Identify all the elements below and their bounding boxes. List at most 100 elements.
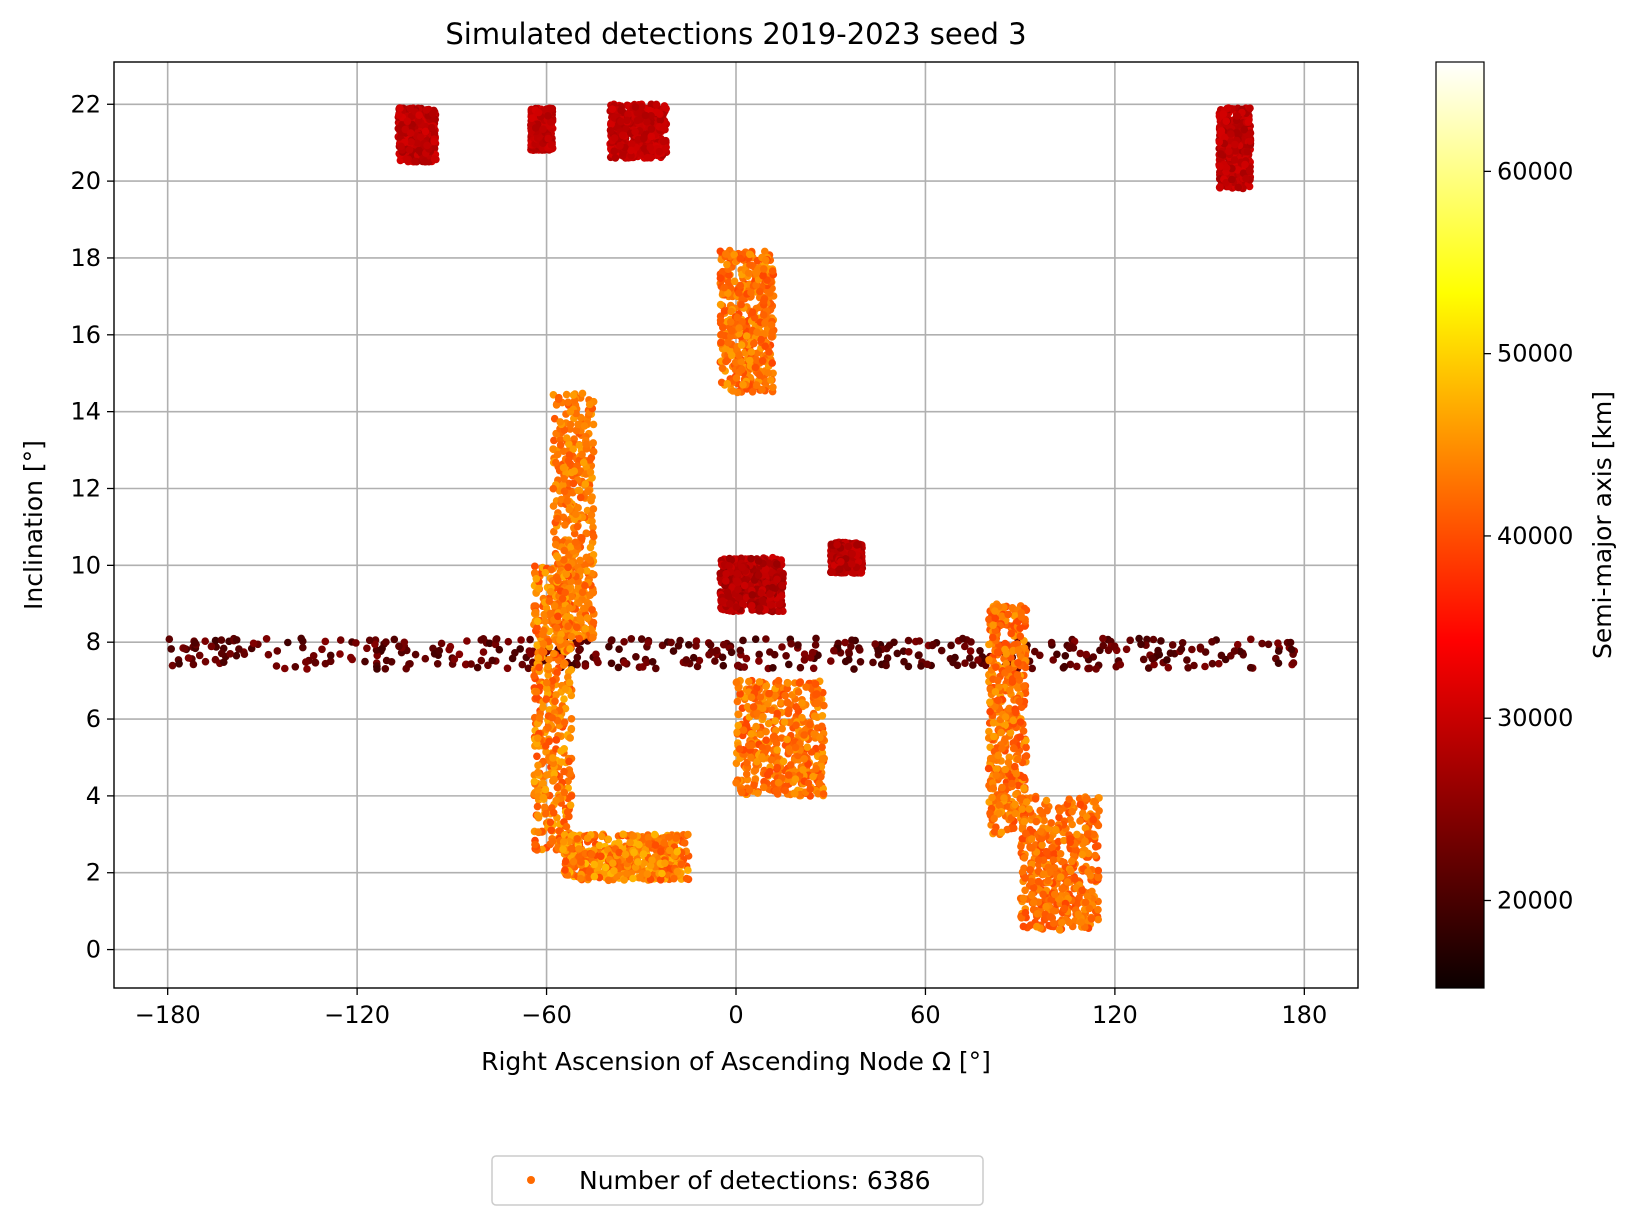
data-point bbox=[550, 436, 558, 445]
data-point bbox=[685, 641, 693, 649]
data-point bbox=[297, 634, 306, 643]
data-point bbox=[1234, 166, 1242, 174]
data-point bbox=[1242, 174, 1250, 183]
data-point bbox=[1188, 645, 1196, 654]
data-point bbox=[1216, 162, 1224, 171]
data-point bbox=[1028, 891, 1036, 900]
data-point bbox=[811, 641, 820, 649]
data-point bbox=[1005, 665, 1013, 673]
data-point bbox=[581, 581, 589, 590]
data-point bbox=[990, 828, 999, 836]
data-point bbox=[167, 645, 175, 653]
data-point bbox=[958, 634, 967, 643]
data-point bbox=[1217, 127, 1226, 135]
data-point bbox=[997, 828, 1006, 837]
data-point bbox=[796, 663, 805, 672]
data-point bbox=[1247, 635, 1255, 644]
data-point bbox=[621, 850, 630, 859]
data-point bbox=[585, 400, 594, 409]
data-point bbox=[576, 614, 584, 623]
data-point bbox=[552, 796, 560, 805]
data-point bbox=[587, 850, 596, 859]
data-point bbox=[1154, 646, 1162, 655]
data-point bbox=[534, 654, 543, 662]
data-point bbox=[724, 338, 732, 347]
data-point bbox=[647, 132, 656, 141]
data-point bbox=[1001, 713, 1010, 721]
data-point bbox=[1068, 807, 1076, 816]
data-point bbox=[541, 809, 550, 818]
data-point bbox=[576, 874, 585, 883]
data-point bbox=[1139, 655, 1148, 664]
data-point bbox=[827, 657, 835, 665]
data-point bbox=[517, 636, 525, 644]
data-point bbox=[759, 271, 767, 280]
data-point bbox=[427, 123, 436, 132]
data-point bbox=[539, 703, 547, 712]
data-point bbox=[539, 793, 548, 802]
data-point bbox=[1046, 913, 1055, 921]
data-point bbox=[492, 635, 501, 643]
data-point bbox=[581, 662, 590, 670]
data-point bbox=[759, 330, 768, 338]
data-point bbox=[890, 638, 898, 647]
data-point bbox=[401, 125, 410, 134]
data-point bbox=[437, 639, 446, 648]
data-point bbox=[1010, 744, 1018, 753]
data-point bbox=[1047, 819, 1055, 827]
data-point bbox=[569, 857, 578, 866]
data-point bbox=[262, 635, 271, 643]
data-point bbox=[540, 803, 549, 811]
data-point bbox=[761, 319, 769, 327]
data-point bbox=[736, 646, 745, 655]
data-point bbox=[561, 685, 570, 693]
data-point bbox=[565, 451, 574, 459]
data-point bbox=[534, 761, 542, 770]
data-point bbox=[249, 639, 258, 648]
data-point bbox=[201, 637, 209, 645]
data-point bbox=[180, 644, 189, 653]
data-point bbox=[609, 859, 617, 867]
data-point bbox=[531, 562, 539, 571]
data-point bbox=[627, 146, 635, 155]
data-point bbox=[569, 479, 578, 488]
data-point bbox=[390, 635, 399, 644]
data-point bbox=[716, 316, 725, 325]
data-point bbox=[435, 646, 444, 655]
data-point bbox=[1020, 784, 1028, 792]
data-point bbox=[566, 420, 575, 429]
data-point bbox=[415, 111, 424, 119]
data-point bbox=[547, 141, 556, 149]
data-point bbox=[620, 658, 628, 667]
data-point bbox=[1092, 665, 1100, 673]
data-point bbox=[336, 650, 344, 658]
data-point bbox=[1217, 651, 1226, 660]
data-point bbox=[1166, 649, 1175, 657]
data-point bbox=[988, 793, 996, 802]
data-point bbox=[632, 653, 640, 661]
data-point bbox=[744, 269, 753, 277]
data-point bbox=[565, 604, 574, 612]
data-point bbox=[1274, 647, 1283, 655]
data-point bbox=[850, 665, 858, 673]
data-point bbox=[583, 834, 592, 842]
data-point bbox=[731, 358, 740, 367]
data-point bbox=[1149, 635, 1158, 644]
data-point bbox=[1264, 640, 1273, 649]
data-point bbox=[1077, 918, 1085, 926]
data-point bbox=[661, 859, 669, 867]
data-point bbox=[284, 638, 292, 647]
data-point bbox=[541, 785, 550, 794]
data-point bbox=[551, 540, 560, 549]
data-point bbox=[647, 125, 656, 133]
data-point bbox=[616, 142, 624, 150]
data-point bbox=[406, 104, 415, 113]
data-point bbox=[738, 318, 746, 326]
data-point bbox=[548, 714, 557, 722]
data-point bbox=[586, 468, 595, 477]
data-point bbox=[610, 134, 619, 142]
data-point bbox=[562, 570, 571, 578]
data-point bbox=[467, 660, 475, 668]
data-point bbox=[309, 652, 318, 660]
data-point bbox=[450, 655, 459, 664]
